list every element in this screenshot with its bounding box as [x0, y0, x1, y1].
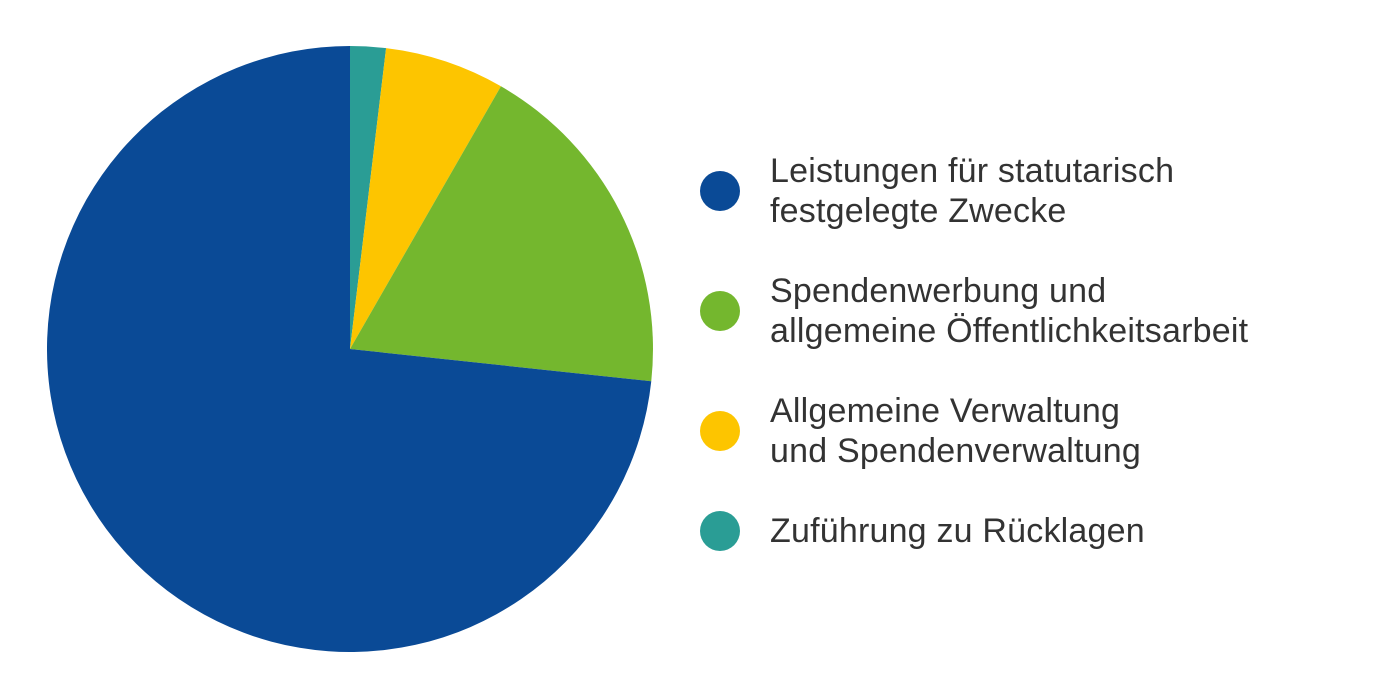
- legend: Leistungen für statutarisch festgelegte …: [700, 151, 1248, 551]
- legend-label: Zuführung zu Rücklagen: [770, 511, 1145, 551]
- legend-item: Spendenwerbung und allgemeine Öffentlich…: [700, 271, 1248, 351]
- legend-dot-icon: [700, 411, 740, 451]
- legend-label-line: Spendenwerbung und: [770, 272, 1107, 310]
- legend-label-line: Allgemeine Verwaltung: [770, 392, 1121, 430]
- pie-chart-svg: [47, 46, 653, 652]
- legend-label-line: Zuführung zu Rücklagen: [770, 512, 1145, 550]
- legend-dot-icon: [700, 511, 740, 551]
- legend-item: Zuführung zu Rücklagen: [700, 511, 1248, 551]
- pie-slice: [350, 86, 653, 382]
- legend-label-line: festgelegte Zwecke: [770, 192, 1067, 230]
- legend-label: Leistungen für statutarisch festgelegte …: [770, 151, 1174, 231]
- pie-slice: [350, 48, 501, 349]
- legend-dot-icon: [700, 171, 740, 211]
- legend-item: Leistungen für statutarisch festgelegte …: [700, 151, 1248, 231]
- legend-label: Spendenwerbung und allgemeine Öffentlich…: [770, 271, 1248, 351]
- legend-dot-icon: [700, 291, 740, 331]
- legend-label-line: und Spendenverwaltung: [770, 432, 1141, 470]
- pie-chart: [47, 46, 653, 652]
- pie-slice: [47, 46, 652, 652]
- legend-item: Allgemeine Verwaltung und Spendenverwalt…: [700, 391, 1248, 471]
- legend-label: Allgemeine Verwaltung und Spendenverwalt…: [770, 391, 1141, 471]
- legend-label-line: allgemeine Öffentlichkeitsarbeit: [770, 312, 1249, 350]
- legend-label-line: Leistungen für statutarisch: [770, 152, 1175, 190]
- pie-slice: [350, 46, 387, 349]
